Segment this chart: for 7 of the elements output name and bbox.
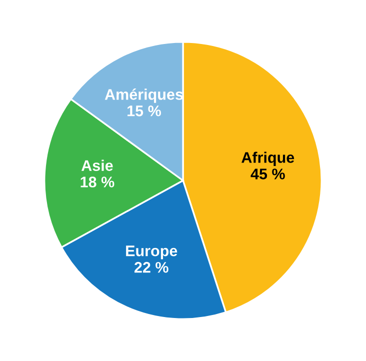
data-label: 22 % <box>134 262 168 273</box>
data-label: 18 % <box>80 176 114 188</box>
slice-label: Afrique <box>242 152 294 166</box>
slice-label: Europe <box>126 246 178 260</box>
slice-label: Asie <box>81 160 113 171</box>
data-label: 15 % <box>128 106 161 116</box>
data-label: 45 % <box>250 168 285 180</box>
